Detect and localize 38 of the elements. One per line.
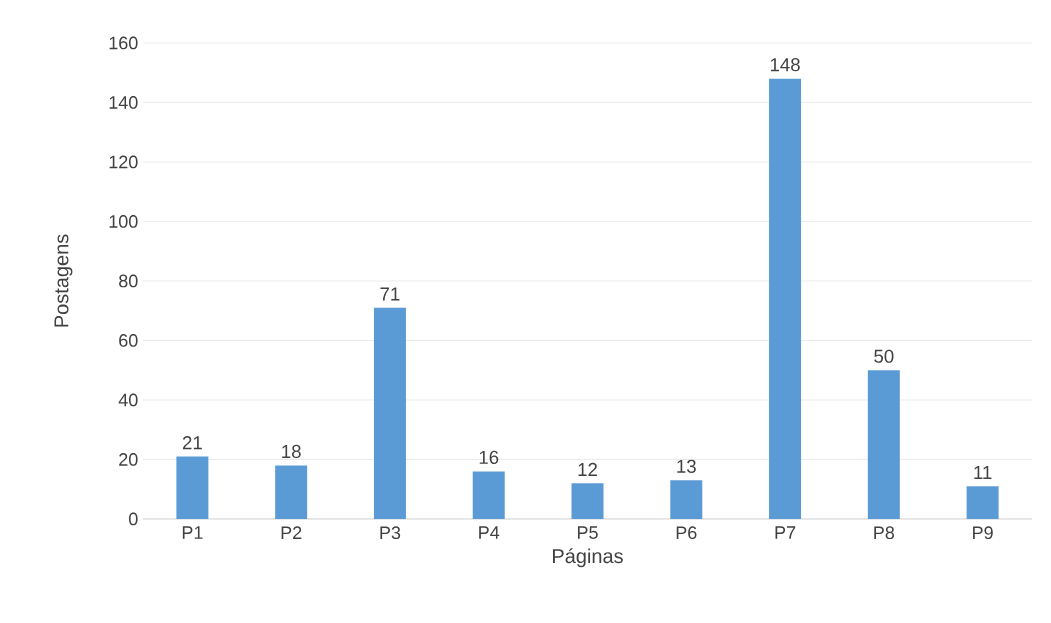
y-tick-label: 80	[119, 274, 138, 288]
data-label: 71	[380, 287, 400, 301]
data-label: 21	[182, 436, 202, 450]
bar	[176, 456, 209, 519]
data-label: 18	[282, 444, 301, 459]
x-tick-label: P8	[874, 526, 895, 540]
data-label: 11	[974, 466, 992, 479]
x-tick-label: P1	[182, 526, 203, 539]
bar	[966, 486, 999, 519]
y-tick-label: 40	[118, 393, 138, 407]
bar	[275, 465, 308, 519]
y-tick-label: 100	[109, 215, 138, 228]
y-tick-label: 140	[109, 96, 138, 109]
data-label: 16	[479, 450, 499, 465]
x-tick-label: P6	[676, 526, 697, 540]
data-label: 148	[770, 58, 800, 72]
data-label: 13	[677, 459, 696, 473]
y-tick-label: 0	[128, 512, 138, 526]
y-tick-label: 60	[119, 334, 138, 347]
data-label: 50	[874, 349, 894, 363]
x-tick-label: P9	[973, 526, 993, 540]
y-axis-title: Postagens	[54, 234, 73, 327]
data-label: 12	[578, 462, 597, 476]
bar	[769, 78, 802, 519]
y-tick-label: 160	[109, 36, 138, 50]
bar	[472, 471, 505, 519]
bar	[571, 483, 604, 519]
x-tick-label: P2	[281, 526, 302, 539]
bar	[867, 370, 900, 519]
bar	[670, 480, 703, 519]
x-tick-label: P7	[775, 526, 796, 539]
y-tick-label: 20	[119, 453, 138, 466]
x-tick-label: P3	[380, 526, 401, 540]
y-tick-label: 120	[109, 155, 138, 169]
x-axis-title: Páginas	[552, 548, 623, 568]
x-tick-label: P4	[479, 526, 500, 539]
bar	[373, 307, 406, 519]
x-tick-label: P5	[577, 526, 598, 539]
